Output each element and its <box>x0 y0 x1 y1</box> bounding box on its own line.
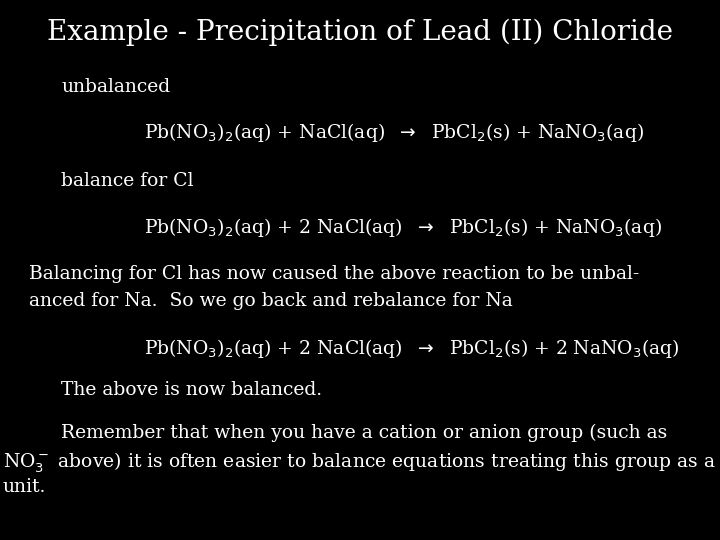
Text: Example - Precipitation of Lead (II) Chloride: Example - Precipitation of Lead (II) Chl… <box>47 19 673 46</box>
Text: balance for Cl: balance for Cl <box>61 172 194 190</box>
Text: anced for Na.  So we go back and rebalance for Na: anced for Na. So we go back and rebalanc… <box>29 292 513 309</box>
Text: Remember that when you have a cation or anion group (such as: Remember that when you have a cation or … <box>61 424 667 442</box>
Text: Balancing for Cl has now caused the above reaction to be unbal-: Balancing for Cl has now caused the abov… <box>29 265 639 282</box>
Text: Pb(NO$_3$)$_2$(aq) + NaCl(aq)  $\rightarrow$  PbCl$_2$(s) + NaNO$_3$(aq): Pb(NO$_3$)$_2$(aq) + NaCl(aq) $\rightarr… <box>144 122 644 145</box>
Text: unbalanced: unbalanced <box>61 78 171 96</box>
Text: Pb(NO$_3$)$_2$(aq) + 2 NaCl(aq)  $\rightarrow$  PbCl$_2$(s) + NaNO$_3$(aq): Pb(NO$_3$)$_2$(aq) + 2 NaCl(aq) $\righta… <box>144 216 662 239</box>
Text: NO$_3^-$ above) it is often easier to balance equations treating this group as a: NO$_3^-$ above) it is often easier to ba… <box>3 451 716 475</box>
Text: Pb(NO$_3$)$_2$(aq) + 2 NaCl(aq)  $\rightarrow$  PbCl$_2$(s) + 2 NaNO$_3$(aq): Pb(NO$_3$)$_2$(aq) + 2 NaCl(aq) $\righta… <box>144 338 680 361</box>
Text: The above is now balanced.: The above is now balanced. <box>61 381 323 399</box>
Text: unit.: unit. <box>3 478 46 496</box>
